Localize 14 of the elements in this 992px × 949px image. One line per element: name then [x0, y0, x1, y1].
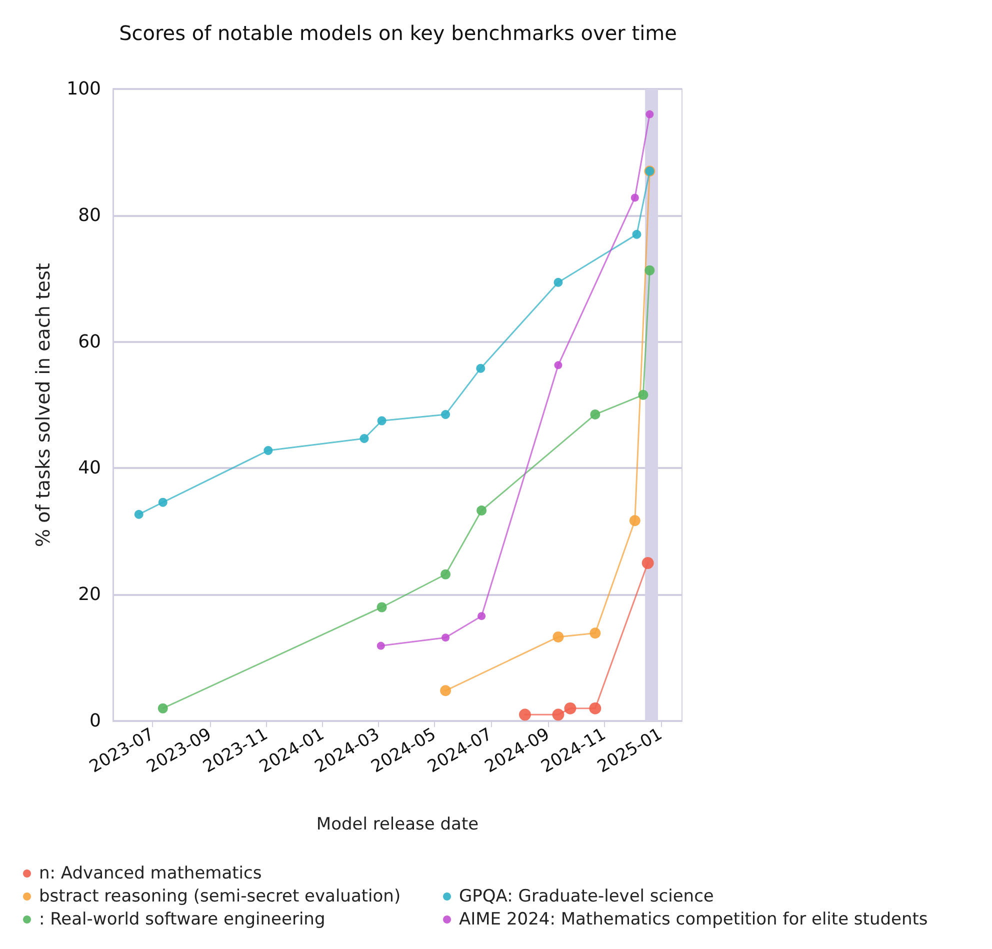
x-axis-title: Model release date: [316, 814, 479, 834]
y-tick-label: 0: [90, 710, 101, 732]
y-tick-label: 80: [78, 204, 101, 226]
legend-label: AIME 2024: Mathematics competition for elite students: [459, 910, 928, 930]
y-axis-title: % of tasks solved in each test: [32, 263, 54, 547]
legend-label: : Real-world software engineering: [39, 910, 326, 930]
y-tick-label: 40: [78, 458, 101, 479]
y-tick-label: 20: [78, 584, 101, 606]
legend-label: n: Advanced mathematics: [39, 864, 262, 884]
y-tick-label: 60: [78, 331, 101, 352]
y-tick-label: 100: [66, 78, 101, 100]
chart-title: Scores of notable models on key benchmarks over time: [119, 21, 677, 45]
legend-label: GPQA: Graduate-level science: [459, 886, 714, 906]
legend-label: bstract reasoning (semi-secret evaluation): [39, 886, 401, 906]
